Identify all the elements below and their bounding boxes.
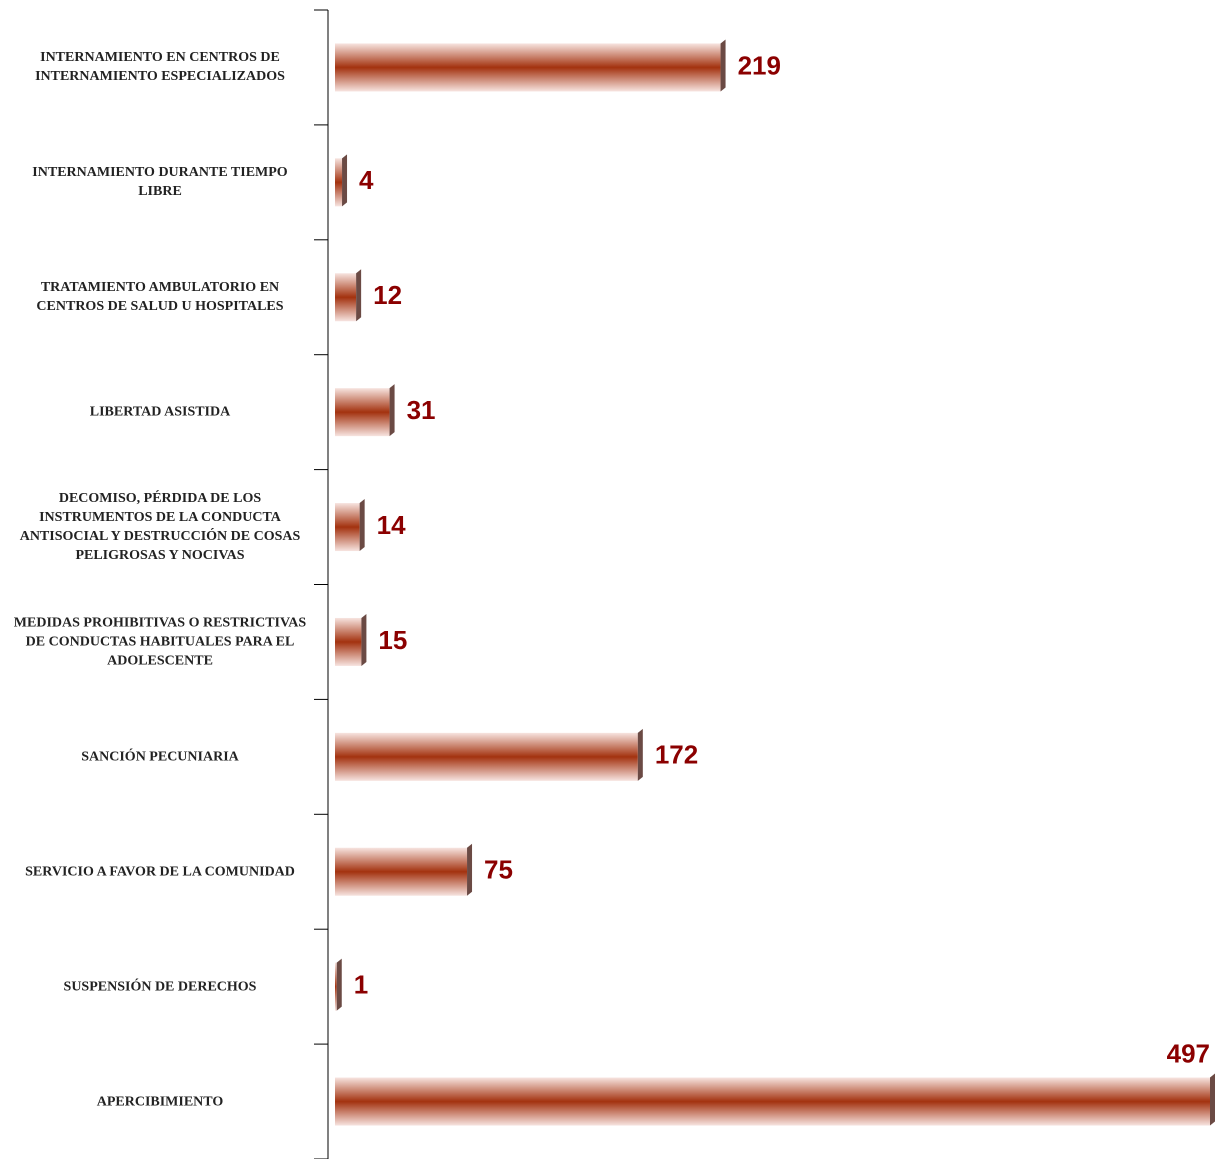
category-label: INTERNAMIENTO DURANTE TIEMPO LIBRE: [32, 165, 288, 200]
bar-side: [389, 384, 395, 437]
bar: [335, 273, 357, 322]
bar: [335, 43, 721, 92]
bar: [335, 388, 390, 437]
bar-side: [720, 39, 726, 92]
value-label: 4: [359, 165, 374, 195]
category-label: SANCIÓN PECUNIARIA: [81, 749, 239, 765]
bar-side: [336, 958, 342, 1011]
value-label: 172: [655, 740, 698, 770]
bar-side: [467, 843, 473, 896]
value-label: 15: [378, 625, 407, 655]
category-label: LIBERTAD ASISTIDA: [89, 404, 231, 420]
category-label: DECOMISO, PÉRDIDA DE LOS INSTRUMENTOS DE…: [19, 491, 301, 564]
value-label: 31: [407, 395, 436, 425]
category-label: SUSPENSIÓN DE DERECHOS: [63, 979, 257, 995]
bar-side: [356, 269, 362, 322]
category-label: APERCIBIMIENTO: [96, 1094, 224, 1110]
bar-side: [361, 613, 367, 666]
value-label: 12: [373, 280, 402, 310]
category-label: MEDIDAS PROHIBITIVAS O RESTRICTIVAS DE C…: [13, 615, 307, 669]
bar: [335, 847, 468, 896]
category-label: TRATAMIENTO AMBULATORIO EN CENTROS DE SA…: [36, 280, 284, 315]
value-label: 14: [377, 510, 406, 540]
bar: [335, 158, 343, 207]
category-label: INTERNAMIENTO EN CENTROS DE INTERNAMIENT…: [35, 50, 285, 85]
value-label: 219: [738, 50, 781, 80]
bar-side: [637, 728, 643, 781]
bar-side: [359, 499, 365, 552]
value-label: 75: [484, 855, 513, 885]
bar: [335, 962, 337, 1011]
bar: [335, 1077, 1210, 1126]
bar: [335, 732, 638, 781]
value-label: 497: [1167, 1038, 1210, 1068]
bar-side: [1210, 1073, 1215, 1126]
bar-side: [342, 154, 348, 207]
bar: [335, 503, 360, 552]
category-label: SERVICIO A FAVOR DE LA COMUNIDAD: [25, 864, 295, 880]
bar: [335, 617, 362, 666]
value-label: 1: [354, 970, 368, 1000]
